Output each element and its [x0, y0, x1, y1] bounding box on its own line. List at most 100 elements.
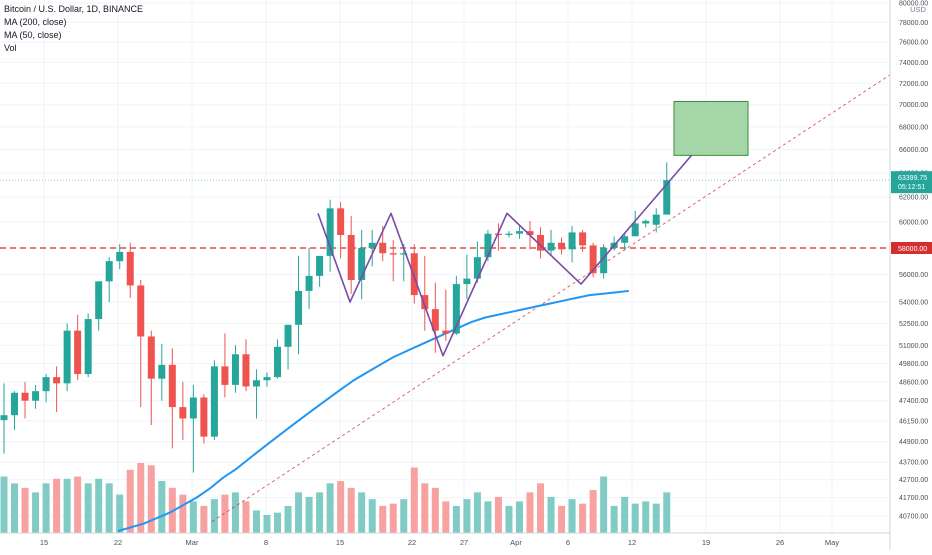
price-tick-label: 48600.00	[899, 379, 928, 386]
double-bottom-pattern	[317, 126, 717, 357]
volume-bar	[147, 465, 155, 533]
candle-body	[621, 236, 629, 243]
price-tick-label: 74000.00	[899, 60, 928, 67]
candle-body	[505, 233, 513, 235]
volume-bar	[305, 496, 313, 533]
price-tick-label: 68000.00	[899, 124, 928, 131]
candle-body	[326, 208, 334, 256]
volume-bar	[63, 478, 71, 533]
ma50-line	[117, 289, 630, 532]
volume-bar	[189, 501, 197, 533]
price-axis-bg	[890, 0, 932, 550]
time-tick-label: Mar	[186, 538, 199, 547]
volume-bar	[242, 501, 250, 533]
price-tick-label: 80000.00	[899, 1, 928, 8]
volume-bar	[95, 478, 103, 533]
target-zone-box	[673, 100, 749, 156]
volume-bar	[631, 503, 639, 533]
candle-body	[168, 364, 176, 408]
candle-body	[431, 309, 439, 331]
candle-body	[442, 330, 450, 334]
candle-body	[126, 251, 134, 286]
volume-bar	[537, 483, 545, 533]
indicator-ma200[interactable]: MA (200, close)	[4, 17, 67, 27]
candle-body	[274, 346, 282, 378]
price-tick-label: 42700.00	[899, 477, 928, 484]
level-badge	[891, 242, 932, 254]
volume-bar	[400, 499, 408, 533]
volume-bar	[263, 514, 271, 533]
candle-body	[252, 380, 260, 387]
volume-bar	[526, 492, 534, 533]
price-tick-label: 70000.00	[899, 102, 928, 109]
candle-body	[0, 415, 8, 421]
volume-bar	[642, 501, 650, 533]
candle-body	[515, 231, 523, 234]
price-tick-label: 46150.00	[899, 418, 928, 425]
time-tick-label: 22	[114, 538, 122, 547]
volume-bar	[84, 483, 92, 533]
price-tick-label: 76000.00	[899, 40, 928, 47]
price-tick-label: 51000.00	[899, 343, 928, 350]
volume-bar	[252, 510, 260, 533]
volume-bar	[221, 494, 229, 533]
countdown-text: 05:12:51	[898, 184, 925, 191]
candle-body	[368, 242, 376, 248]
candle-body	[105, 261, 113, 282]
volume-bar	[137, 463, 145, 533]
indicator-volume[interactable]: Vol	[4, 43, 17, 53]
trendline-group	[211, 74, 891, 522]
time-tick-label: 22	[408, 538, 416, 547]
volume-bar	[515, 501, 523, 533]
candle-body	[379, 242, 387, 254]
candle-body	[316, 255, 324, 276]
candle-body	[663, 180, 671, 215]
candle-body	[642, 220, 650, 224]
volume-bar	[116, 494, 124, 533]
candle-body	[63, 330, 71, 384]
price-tick-label: 40700.00	[899, 514, 928, 521]
candle-body	[284, 324, 292, 347]
candle-body	[179, 407, 187, 419]
price-tick-label: 54000.00	[899, 300, 928, 307]
candle-body	[42, 377, 50, 392]
volume-bar	[600, 476, 608, 533]
volume-bar	[505, 505, 513, 533]
candle-body	[147, 336, 155, 379]
candle-body	[452, 284, 460, 334]
price-tick-label: 49800.00	[899, 361, 928, 368]
volume-bar	[421, 483, 429, 533]
candle-body	[600, 248, 608, 274]
currency-label: USD	[910, 5, 926, 14]
candle-body	[473, 257, 481, 279]
volume-bar	[105, 483, 113, 533]
candle-body	[337, 208, 345, 235]
candle-body	[84, 319, 92, 375]
volume-bar	[368, 499, 376, 533]
symbol-title[interactable]: Bitcoin / U.S. Dollar, 1D, BINANCE	[4, 4, 144, 14]
candle-body	[53, 377, 61, 384]
volume-bar	[274, 512, 282, 533]
indicator-ma50[interactable]: MA (50, close)	[4, 30, 62, 40]
price-tick-label: 62000.00	[899, 195, 928, 202]
volume-bar	[663, 492, 671, 533]
candle-body	[410, 253, 418, 296]
price-tick-label: 60000.00	[899, 220, 928, 227]
volume-bar	[295, 492, 303, 533]
volume-bar	[53, 478, 61, 533]
candle-body	[537, 234, 545, 251]
volume-bar	[32, 492, 40, 533]
time-tick-label: 19	[702, 538, 710, 547]
candle-body	[74, 330, 82, 375]
price-tick-label: 47400.00	[899, 398, 928, 405]
volume-bar	[442, 501, 450, 533]
volume-bar	[463, 499, 471, 533]
price-tick-label: 52500.00	[899, 321, 928, 328]
volume-bar	[358, 492, 366, 533]
time-tick-label: Apr	[510, 538, 522, 547]
time-tick-label: 8	[264, 538, 268, 547]
candle-body	[189, 397, 197, 419]
volume-bar	[326, 483, 334, 533]
